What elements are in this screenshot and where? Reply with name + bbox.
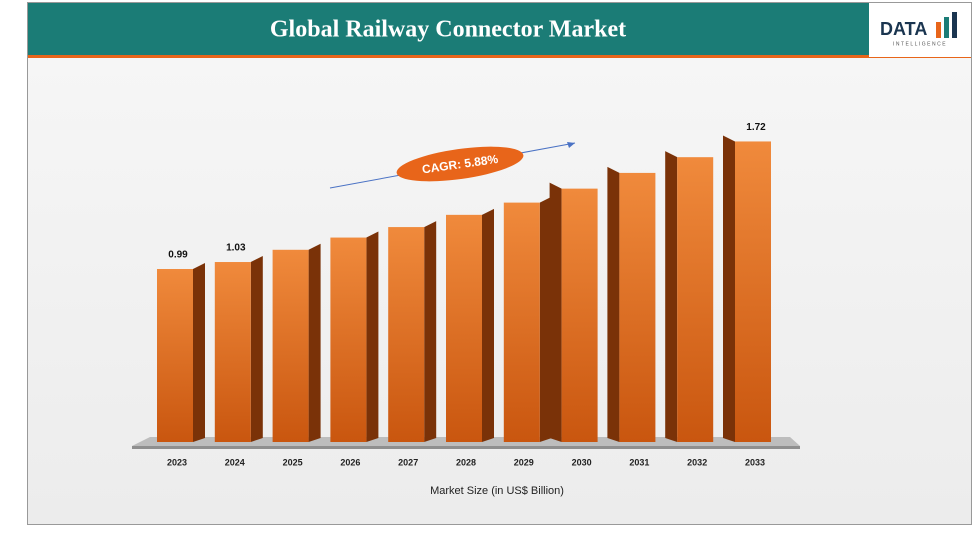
- x-tick-label: 2030: [572, 457, 592, 467]
- logo-bar: [952, 12, 957, 38]
- platform-edge: [132, 446, 800, 449]
- x-tick-label: 2032: [687, 457, 707, 467]
- bar-side: [424, 221, 437, 442]
- x-tick-label: 2025: [283, 457, 303, 467]
- bar: [388, 227, 425, 442]
- bar-side: [549, 182, 562, 442]
- cagr-bubble: [396, 146, 524, 182]
- x-tick-label: 2029: [514, 457, 534, 467]
- logo-bar: [936, 22, 941, 38]
- x-tick-label: 2031: [629, 457, 649, 467]
- x-axis-label: Market Size (in US$ Billion): [430, 485, 564, 497]
- bar: [677, 157, 714, 442]
- bar: [214, 262, 251, 442]
- bar: [561, 188, 598, 442]
- bar-side: [665, 151, 678, 442]
- logo: DATA: [880, 19, 927, 39]
- x-tick-label: 2023: [167, 457, 187, 467]
- x-tick-label: 2024: [225, 457, 245, 467]
- bar-side: [250, 256, 263, 442]
- x-tick-label: 2027: [398, 457, 418, 467]
- bar-side: [193, 263, 205, 442]
- bar-side: [723, 135, 735, 442]
- value-label: 1.03: [226, 243, 246, 254]
- logo-sub: INTELLIGENCE: [893, 41, 947, 47]
- bar-side: [607, 166, 620, 442]
- bar-side: [308, 243, 321, 442]
- value-label: 1.72: [746, 122, 766, 133]
- bar: [619, 172, 656, 442]
- bar: [735, 141, 771, 442]
- bar: [157, 269, 193, 442]
- logo-bar: [944, 17, 949, 38]
- banner: [28, 3, 971, 55]
- bar: [503, 202, 540, 442]
- bar-side: [366, 231, 379, 442]
- bar: [446, 214, 482, 442]
- bar: [330, 237, 367, 442]
- bar-side: [539, 196, 552, 442]
- x-tick-label: 2033: [745, 457, 765, 467]
- banner-line: [28, 55, 971, 58]
- x-tick-label: 2028: [456, 457, 476, 467]
- x-tick-label: 2026: [340, 457, 360, 467]
- value-label: 0.99: [168, 250, 188, 261]
- bar-side: [482, 208, 494, 442]
- chart-title: Global Railway Connector Market: [270, 17, 626, 43]
- arrow-head: [567, 142, 575, 148]
- bar: [272, 249, 309, 442]
